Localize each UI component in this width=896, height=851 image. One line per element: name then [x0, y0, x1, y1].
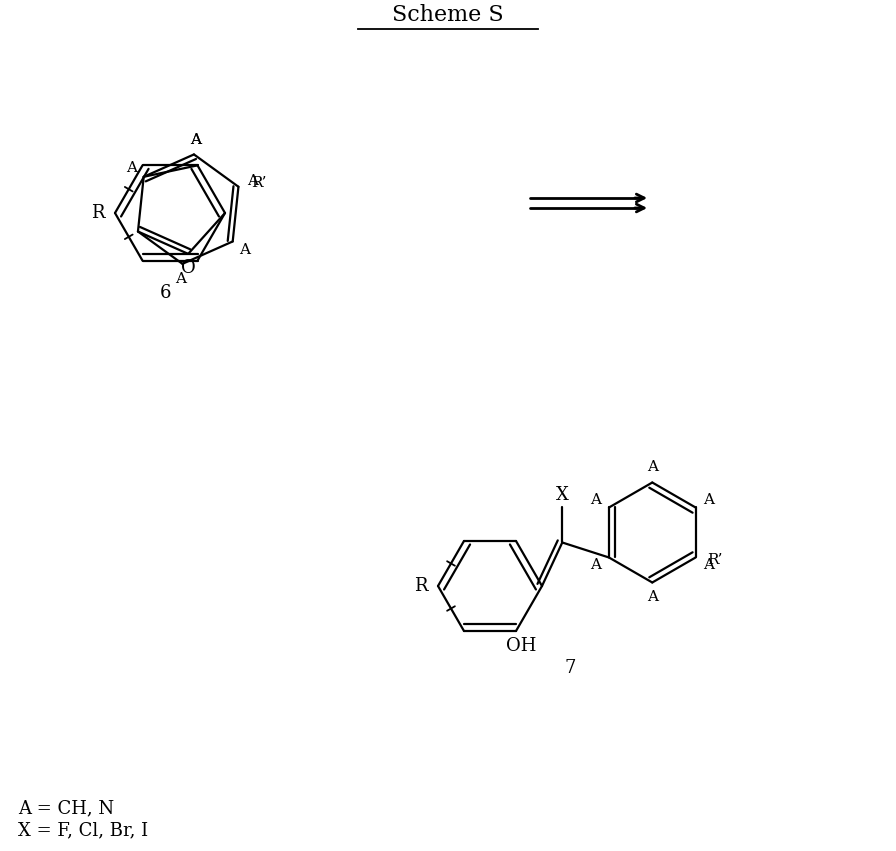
Text: A: A	[176, 271, 186, 286]
Text: R’: R’	[707, 553, 722, 567]
Text: A: A	[703, 493, 714, 507]
Text: R’: R’	[251, 175, 266, 190]
Text: A: A	[703, 558, 714, 572]
Text: 6: 6	[159, 284, 171, 302]
Text: OH: OH	[506, 637, 536, 655]
Text: A: A	[590, 558, 601, 572]
Text: A: A	[190, 133, 201, 146]
Text: A = CH, N: A = CH, N	[18, 799, 114, 817]
Text: A: A	[647, 591, 658, 604]
Text: A: A	[647, 460, 658, 475]
Text: X: X	[556, 487, 569, 505]
Text: R: R	[91, 204, 105, 222]
Text: X = F, Cl, Br, I: X = F, Cl, Br, I	[18, 821, 148, 839]
Text: A: A	[590, 493, 601, 507]
Text: A: A	[246, 174, 258, 188]
Text: Scheme S: Scheme S	[392, 4, 504, 26]
Text: A: A	[239, 243, 250, 257]
Text: A: A	[126, 161, 137, 175]
Text: 7: 7	[564, 659, 576, 677]
Text: R: R	[414, 577, 427, 595]
Text: A: A	[190, 133, 201, 146]
Text: O: O	[181, 259, 195, 277]
